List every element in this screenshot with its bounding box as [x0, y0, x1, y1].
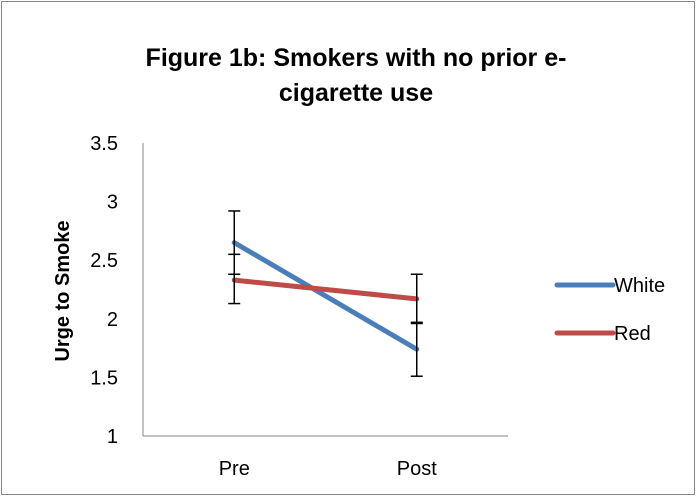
series-line-white	[231, 240, 420, 352]
y-tick-label: 2.5	[90, 250, 118, 272]
x-tick-label: Pre	[219, 458, 250, 480]
x-tick-label: Post	[397, 458, 437, 480]
y-tick-labels: 1 1.5 2 2.5 3 3.5	[90, 133, 118, 448]
y-tick-label: 3	[107, 192, 118, 214]
axes	[142, 143, 508, 437]
legend-label-white: White	[614, 275, 665, 297]
chart-title-line-2: cigarette use	[279, 79, 433, 107]
error-bars	[228, 210, 423, 377]
y-tick-label: 3.5	[90, 133, 118, 155]
x-tick-labels: Pre Post	[219, 458, 438, 480]
series-line-red	[231, 277, 420, 302]
chart-title-line-1: Figure 1b: Smokers with no prior e-	[146, 44, 567, 72]
y-tick-label: 1	[107, 426, 118, 448]
legend-label-red: Red	[614, 323, 651, 345]
y-tick-label: 1.5	[90, 367, 118, 389]
series-layer	[231, 240, 420, 352]
y-axis-title: Urge to Smoke	[52, 220, 74, 361]
legend: White Red	[554, 275, 665, 345]
y-tick-label: 2	[107, 309, 118, 331]
